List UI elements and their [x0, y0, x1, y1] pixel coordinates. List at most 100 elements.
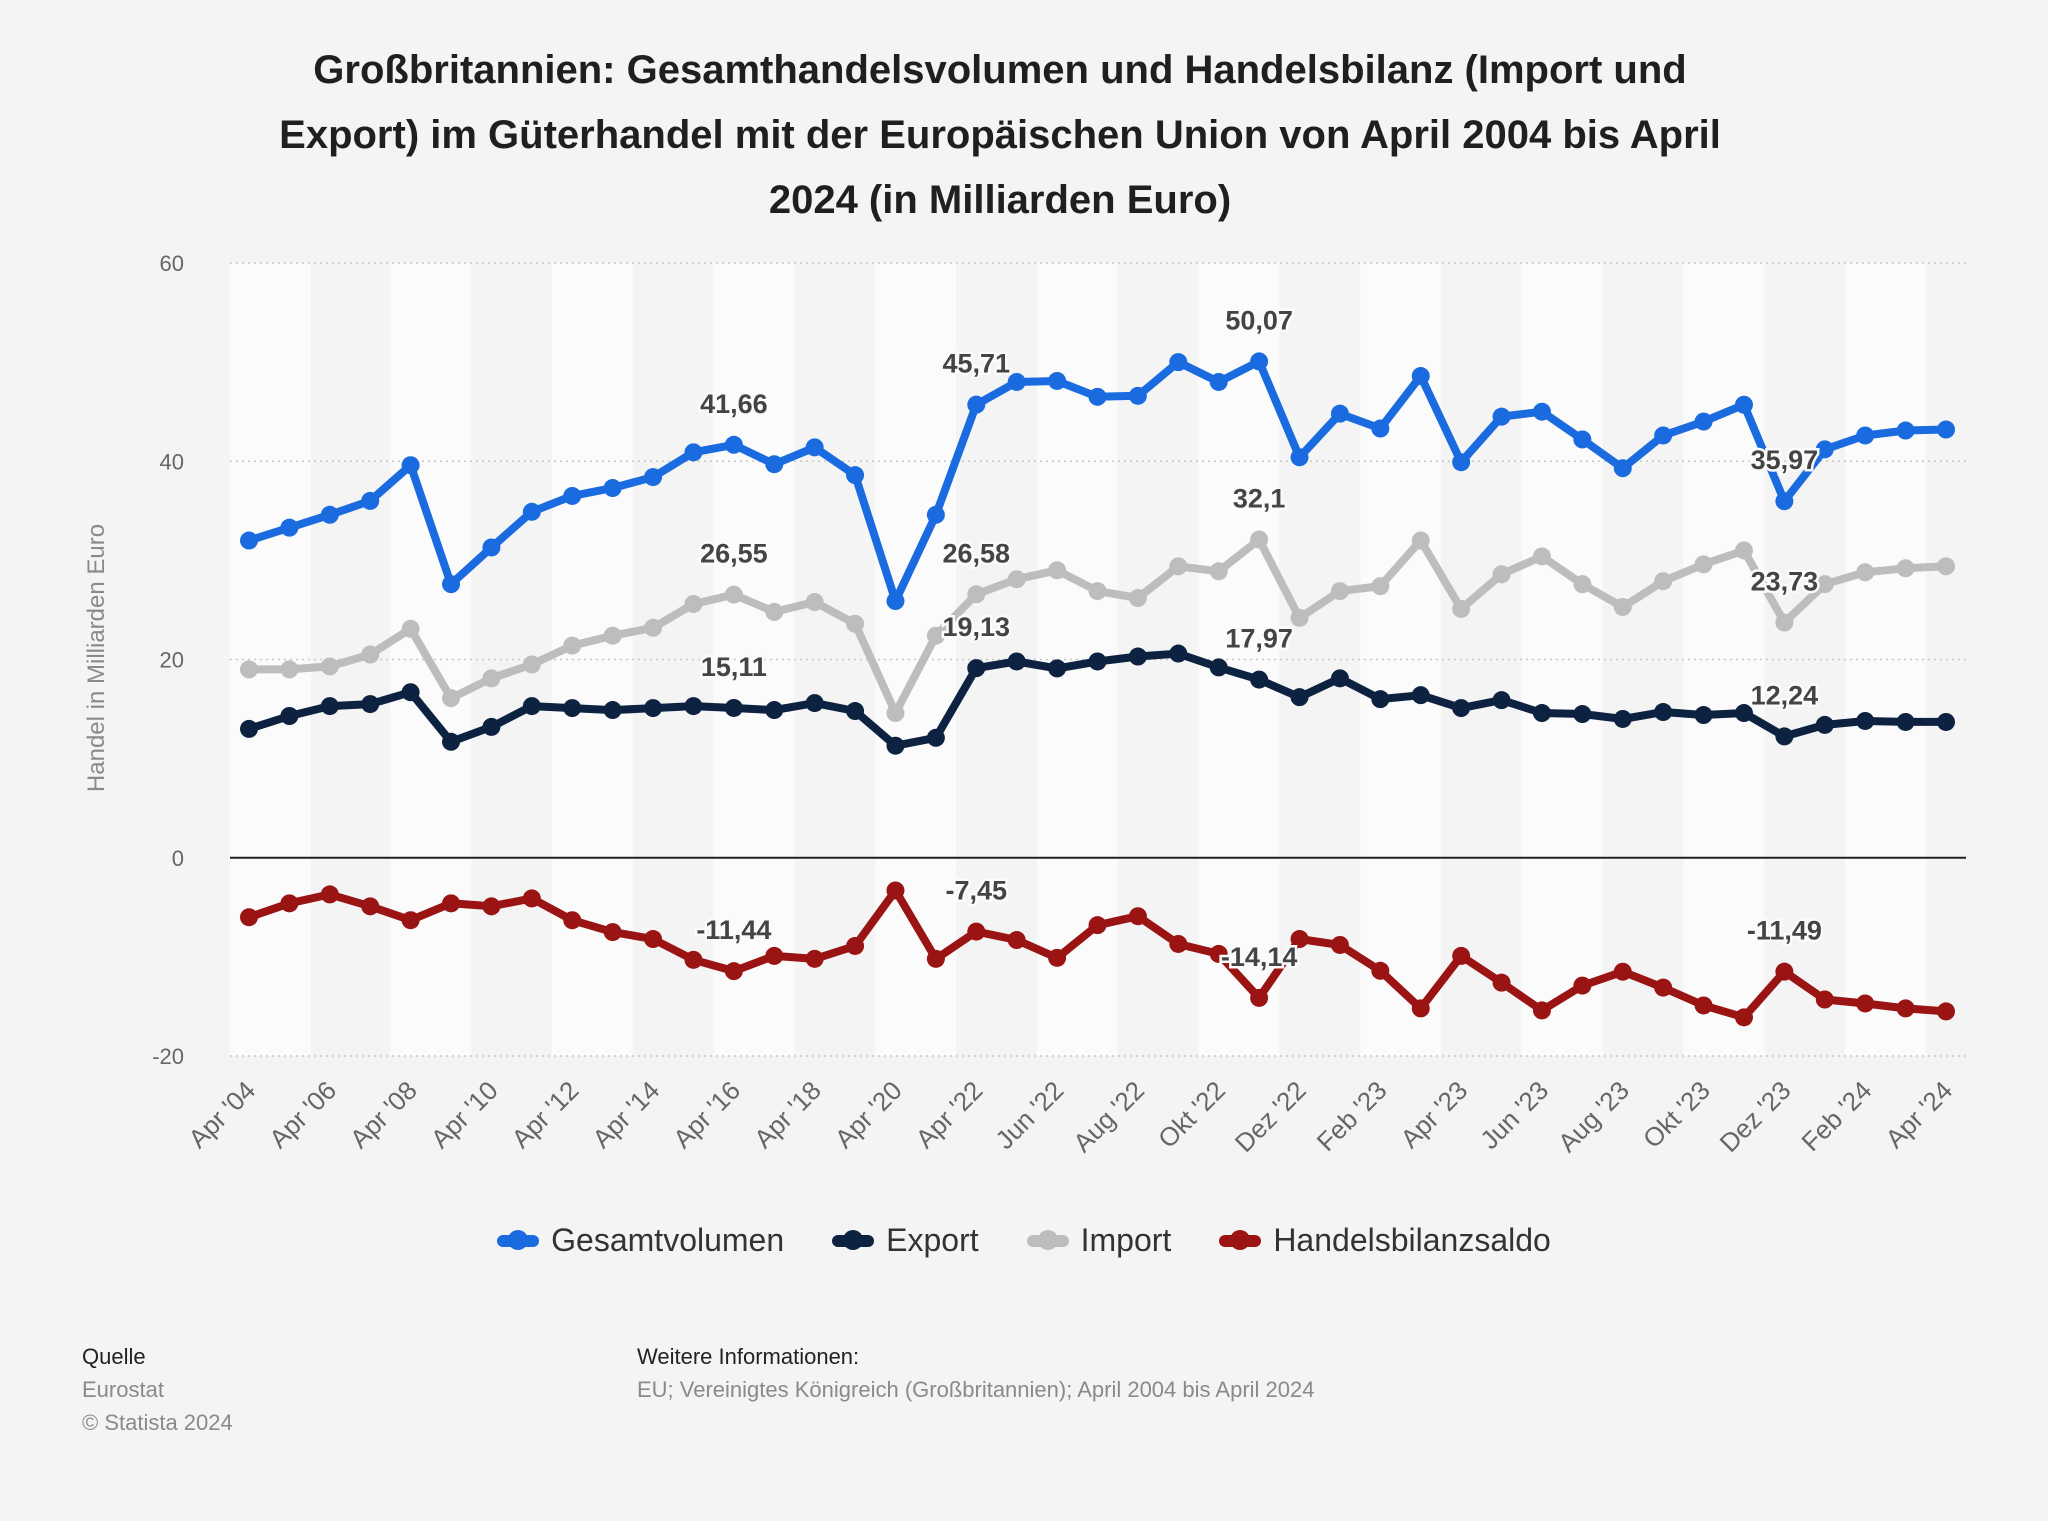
- source-value[interactable]: Eurostat: [82, 1377, 164, 1402]
- data-point-export: [361, 695, 380, 714]
- data-point-import: [926, 626, 945, 645]
- data-point-gesamtvolumen: [1128, 386, 1147, 405]
- data-point-gesamtvolumen: [1815, 440, 1834, 459]
- data-point-handelsbilanzsaldo: [603, 923, 622, 942]
- data-point-export: [1694, 706, 1713, 725]
- data-point-import: [1128, 589, 1147, 608]
- data-point-import: [1815, 575, 1834, 594]
- data-point-handelsbilanzsaldo: [1007, 931, 1026, 950]
- data-point-handelsbilanzsaldo: [280, 894, 299, 913]
- data-label: 12,24: [1751, 680, 1819, 710]
- data-point-import: [684, 594, 703, 613]
- data-point-import: [886, 704, 905, 723]
- legend-item-import[interactable]: Import: [1026, 1222, 1171, 1259]
- legend-swatch: [1219, 1229, 1262, 1250]
- source-block: Quelle Eurostat © Statista 2024: [82, 1340, 233, 1439]
- data-point-handelsbilanzsaldo: [1209, 944, 1228, 963]
- x-tick-label: Feb '23: [1311, 1075, 1393, 1157]
- data-point-export: [1734, 704, 1753, 723]
- data-point-gesamtvolumen: [1371, 419, 1390, 438]
- data-point-export: [1452, 699, 1471, 718]
- data-point-export: [1007, 652, 1026, 671]
- data-point-export: [1613, 709, 1632, 728]
- data-point-gesamtvolumen: [240, 531, 258, 550]
- data-label: -14,14: [1221, 942, 1298, 972]
- data-point-gesamtvolumen: [1411, 367, 1430, 386]
- data-point-gesamtvolumen: [563, 486, 582, 505]
- data-point-gesamtvolumen: [1452, 453, 1471, 472]
- data-point-export: [1290, 688, 1309, 707]
- data-point-import: [361, 645, 380, 664]
- data-point-export: [563, 699, 582, 718]
- data-point-handelsbilanzsaldo: [563, 911, 582, 930]
- data-point-handelsbilanzsaldo: [240, 908, 258, 927]
- data-label: 15,11: [701, 652, 767, 682]
- data-point-import: [603, 626, 622, 645]
- data-point-gesamtvolumen: [1694, 412, 1713, 431]
- data-label: -11,49: [1747, 916, 1822, 946]
- data-point-export: [320, 697, 339, 716]
- data-point-export: [1573, 705, 1592, 724]
- x-tick-label: Apr '06: [263, 1075, 342, 1154]
- series-points: [240, 352, 1955, 1027]
- data-point-export: [1937, 712, 1955, 731]
- data-point-import: [1896, 559, 1915, 578]
- data-point-import: [1411, 531, 1430, 550]
- legend-item-gesamtvolumen[interactable]: Gesamtvolumen: [497, 1222, 784, 1259]
- x-tick-label: Dez '23: [1714, 1075, 1797, 1158]
- data-point-export: [522, 697, 541, 716]
- data-point-gesamtvolumen: [1209, 372, 1228, 391]
- data-point-handelsbilanzsaldo: [1896, 999, 1915, 1018]
- data-point-gesamtvolumen: [684, 443, 703, 462]
- data-point-handelsbilanzsaldo: [1128, 907, 1147, 926]
- data-point-export: [442, 732, 461, 751]
- data-point-gesamtvolumen: [482, 538, 501, 557]
- data-point-import: [1088, 582, 1107, 601]
- data-label: 41,66: [700, 389, 768, 419]
- data-point-import: [967, 585, 986, 604]
- x-tick-label: Okt '23: [1637, 1075, 1716, 1154]
- data-point-handelsbilanzsaldo: [1048, 948, 1067, 967]
- data-point-export: [724, 698, 743, 717]
- data-label: 23,73: [1751, 567, 1819, 597]
- y-tick-label: -20: [152, 1044, 184, 1069]
- data-point-import: [320, 657, 339, 676]
- data-point-gesamtvolumen: [1856, 426, 1875, 445]
- x-tick-label: Apr '14: [586, 1075, 665, 1154]
- data-point-import: [846, 614, 865, 633]
- data-point-handelsbilanzsaldo: [724, 962, 743, 981]
- data-point-handelsbilanzsaldo: [1290, 930, 1309, 949]
- data-point-gesamtvolumen: [320, 505, 339, 524]
- legend-item-export[interactable]: Export: [832, 1222, 979, 1259]
- chart-title: Großbritannien: Gesamthandelsvolumen und…: [279, 48, 1721, 222]
- data-point-handelsbilanzsaldo: [1856, 994, 1875, 1013]
- data-point-gesamtvolumen: [1734, 395, 1753, 414]
- data-label: 32,1: [1233, 484, 1286, 514]
- data-point-handelsbilanzsaldo: [684, 950, 703, 969]
- data-point-gesamtvolumen: [1532, 402, 1551, 421]
- legend-label: Gesamtvolumen: [551, 1222, 785, 1258]
- data-label: 26,55: [700, 539, 768, 569]
- y-tick-label: 20: [160, 648, 184, 673]
- data-point-export: [1775, 727, 1794, 746]
- data-point-gesamtvolumen: [401, 456, 420, 475]
- data-point-import: [805, 593, 824, 612]
- data-point-handelsbilanzsaldo: [320, 885, 339, 904]
- data-point-import: [280, 660, 299, 679]
- data-point-export: [846, 702, 865, 721]
- data-point-export: [1088, 652, 1107, 671]
- data-point-import: [482, 669, 501, 688]
- data-label: 19,13: [942, 612, 1010, 642]
- data-point-handelsbilanzsaldo: [442, 894, 461, 913]
- data-point-handelsbilanzsaldo: [886, 881, 905, 900]
- x-tick-label: Apr '12: [506, 1075, 585, 1154]
- data-point-handelsbilanzsaldo: [926, 949, 945, 968]
- data-point-gesamtvolumen: [1330, 404, 1349, 423]
- data-point-export: [1250, 670, 1269, 689]
- data-point-export: [1048, 659, 1067, 678]
- data-point-import: [401, 619, 420, 638]
- legend-item-handelsbilanzsaldo[interactable]: Handelsbilanzsaldo: [1219, 1222, 1551, 1259]
- data-point-handelsbilanzsaldo: [805, 949, 824, 968]
- data-point-import: [1937, 557, 1955, 576]
- data-point-import: [240, 660, 258, 679]
